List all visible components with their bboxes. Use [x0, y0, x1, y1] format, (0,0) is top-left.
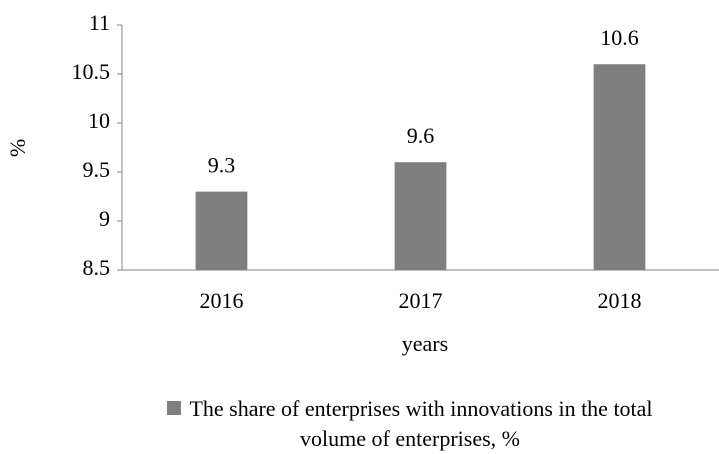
x-axis-label: years	[402, 331, 448, 356]
y-tick-label: 9	[99, 206, 110, 231]
x-tick-label: 2018	[598, 288, 642, 313]
bar	[394, 162, 447, 270]
y-tick-label: 9.5	[83, 157, 111, 182]
y-tick-label: 10.5	[72, 59, 111, 84]
chart: years % 8.5 9 9.5 10 10.5 11 2016 9.3 2017 9.6 201…	[5, 10, 719, 356]
data-label: 10.6	[600, 25, 639, 50]
bar	[593, 64, 646, 270]
x-tick-label: 2017	[399, 288, 443, 313]
data-label: 9.6	[407, 123, 435, 148]
y-tick-label: 11	[89, 10, 110, 35]
legend-swatch	[167, 401, 182, 415]
y-axis-label: %	[5, 139, 30, 157]
legend-label: The share of enterprises with innovation…	[189, 396, 653, 451]
data-label: 9.3	[208, 153, 236, 178]
y-tick-label: 8.5	[83, 255, 111, 280]
x-tick-label: 2016	[200, 288, 244, 313]
y-tick-label: 10	[88, 108, 110, 133]
bar	[195, 191, 248, 270]
legend: The share of enterprises with innovation…	[160, 394, 660, 454]
